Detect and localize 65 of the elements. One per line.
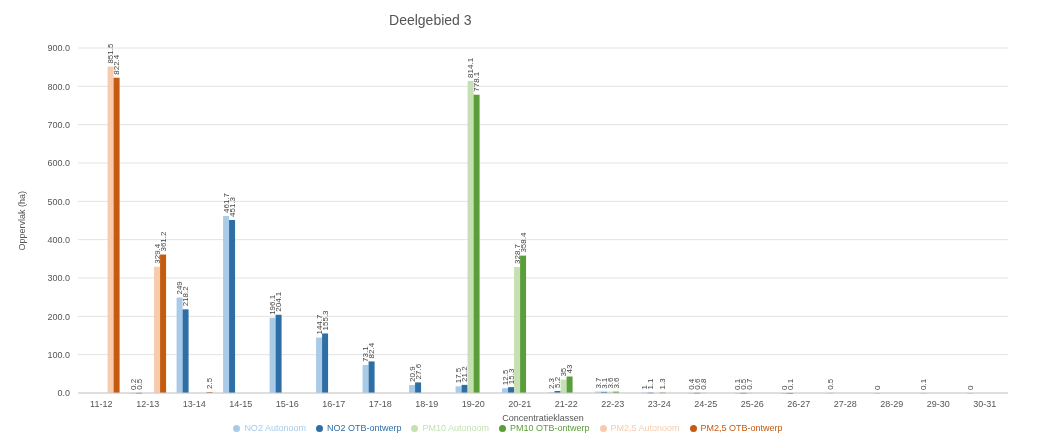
x-tick-label: 27-28 (833, 399, 857, 410)
y-tick-label: 900.0 (47, 43, 70, 54)
data-label: 43 (565, 364, 575, 374)
x-tick-label: 18-19 (415, 399, 439, 410)
data-label: 0.7 (745, 378, 755, 390)
data-label: 3.7 (593, 376, 603, 389)
x-tick-label: 21-22 (554, 399, 578, 410)
y-tick-label: 300.0 (47, 273, 70, 284)
data-label: 461.7 (221, 192, 231, 214)
x-tick-label: 24-25 (694, 399, 718, 410)
x-tick-label: 20-21 (508, 399, 532, 410)
legend-label: NO2 Autonoom (244, 423, 306, 433)
data-label: 0 (872, 385, 882, 390)
legend-label: NO2 OTB-ontwerp (326, 423, 402, 433)
x-tick-label: 25-26 (740, 399, 764, 410)
y-tick-label: 0.0 (57, 388, 70, 399)
x-tick-label: 22-23 (601, 399, 625, 410)
legend-label: PM2,5 OTB-ontwerp (700, 423, 783, 433)
data-label: 0.2 (128, 378, 138, 390)
data-label: 82.4 (367, 342, 377, 359)
y-tick-label: 800.0 (47, 81, 70, 92)
legend-label: PM2,5 Autonoom (610, 423, 680, 433)
y-tick-label: 400.0 (47, 234, 70, 245)
y-tick-label: 100.0 (47, 349, 70, 360)
data-label: 204.1 (274, 291, 284, 312)
x-tick-label: 30-31 (973, 399, 997, 410)
data-label: 21.2 (460, 365, 470, 382)
data-label: 1.1 (646, 377, 656, 390)
legend-label: PM10 Autonoom (422, 423, 489, 433)
data-label: 328.7 (512, 243, 522, 264)
x-tick-label: 16-17 (322, 399, 346, 410)
x-tick-label: 23-24 (647, 399, 671, 410)
data-label: 5.2 (553, 376, 563, 389)
x-tick-label: 29-30 (926, 399, 950, 410)
data-label: 0 (779, 385, 789, 390)
data-label: 778.1 (472, 71, 482, 92)
y-tick-label: 500.0 (47, 196, 70, 207)
y-tick-label: 700.0 (47, 119, 70, 130)
data-label: 822.4 (112, 54, 122, 75)
x-tick-label: 13-14 (182, 399, 206, 410)
data-label: 20.9 (407, 365, 417, 382)
data-label: 2.5 (205, 377, 215, 390)
y-tick-label: 200.0 (47, 311, 70, 322)
data-label: 12.5 (500, 369, 510, 386)
data-label: 218.2 (181, 285, 191, 307)
data-label: 144.7 (314, 313, 324, 335)
x-tick-label: 12-13 (136, 399, 160, 410)
x-tick-label: 17-18 (368, 399, 392, 410)
data-label: 0.4 (686, 378, 696, 390)
data-label: 329.4 (152, 243, 162, 264)
y-tick-label: 600.0 (47, 158, 70, 169)
chart-title: Deelgebied 3 (388, 12, 473, 28)
data-label: 0.1 (919, 378, 929, 390)
x-tick-label: 28-29 (880, 399, 904, 410)
x-tick-label: 26-27 (787, 399, 811, 410)
x-tick-label: 15-16 (275, 399, 299, 410)
data-label: 1.3 (658, 377, 668, 390)
data-label: 0 (965, 385, 975, 390)
y-axis-title: Oppervlak (ha) (17, 190, 28, 251)
x-tick-label: 14-15 (229, 399, 253, 410)
x-tick-label: 19-20 (461, 399, 485, 410)
legend-label: PM10 OTB-ontwerp (510, 423, 590, 433)
data-label: 0.5 (826, 378, 836, 390)
x-tick-label: 11-12 (90, 399, 113, 410)
x-axis-title: Concentratieklassen (502, 413, 584, 423)
